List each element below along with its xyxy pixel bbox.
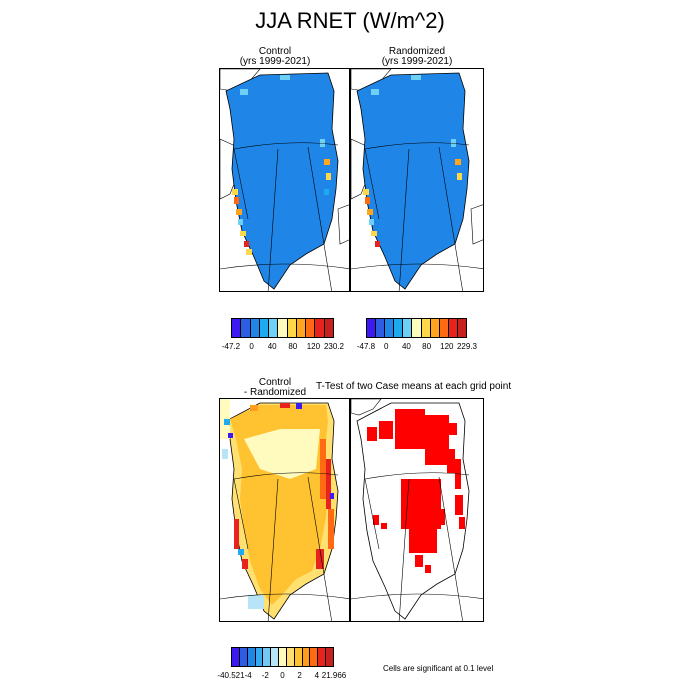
control-title-line2: (yrs 1999-2021) [239, 56, 311, 67]
significance-map [350, 398, 484, 622]
control-map [219, 68, 350, 292]
control-colorbar-swatch [296, 319, 307, 337]
diff-colorbar-swatch [279, 648, 287, 666]
diff-title-line1: Control [258, 377, 292, 388]
control-colorbar-swatch [315, 319, 325, 337]
randomized-title-line2: (yrs 1999-2021) [381, 56, 453, 67]
diff-coastal-cells [220, 399, 334, 609]
control-colorbar-swatch [232, 319, 242, 337]
diff-colorbar-swatch [310, 648, 319, 666]
control-colorbar-swatch [306, 319, 316, 337]
randomized-colorbar-swatch [394, 319, 404, 337]
diff-title-line2: - Randomized [243, 387, 307, 398]
randomized-colorbar-swatch [430, 319, 440, 337]
diff-colorbar-swatch [239, 648, 248, 666]
diff-colorbar-swatch [318, 648, 327, 666]
randomized-colorbar-tick: 40 [401, 342, 411, 351]
randomized-panel-title: Randomized (yrs 1999-2021) [350, 47, 484, 67]
significant-cells [367, 409, 465, 573]
control-colorbar-swatch [259, 319, 270, 337]
randomized-colorbar-tick: 120 [440, 342, 454, 351]
randomized-colorbar-tick: 229.3 [456, 342, 478, 351]
randomized-colorbar-tick: -47.8 [356, 342, 376, 351]
randomized-colorbar-swatch [457, 319, 467, 337]
control-colorbar-swatch [269, 319, 279, 337]
randomized-colorbar-swatch [439, 319, 449, 337]
graticule-lat-2 [220, 263, 349, 270]
diff-colorbar-swatch [247, 648, 256, 666]
diff-colorbar-swatch [255, 648, 264, 666]
control-colorbar-swatch [241, 319, 251, 337]
diff-colorbar-ticks: -40.521 -4 -2 0 2 4 21.966 [217, 671, 346, 683]
diff-colorbar-swatch [286, 648, 295, 666]
interior-pale [244, 429, 320, 479]
graticule-lat [233, 142, 339, 150]
control-title-line1: Control [258, 46, 292, 57]
control-colorbar-swatch [278, 319, 288, 337]
diff-colorbar-swatch [326, 648, 333, 666]
diff-colorbar-tick: 21.966 [321, 671, 347, 680]
control-colorbar-swatch [324, 319, 333, 337]
randomized-map [350, 68, 484, 292]
diff-colorbar-tick: -4 [244, 671, 252, 680]
randomized-title-line1: Randomized [388, 46, 446, 57]
diff-colorbar-swatch [294, 648, 303, 666]
iceland-land [337, 204, 349, 245]
control-colorbar-tick: 120 [306, 342, 321, 351]
randomized-colorbar [366, 318, 467, 338]
control-colorbar-tick: -47.2 [221, 342, 241, 351]
diff-colorbar-tick: 4 [314, 671, 320, 680]
greenland-fill [356, 72, 470, 290]
control-colorbar [231, 318, 334, 338]
randomized-colorbar-ticks: -47.8 0 40 80 120 229.3 [357, 342, 477, 354]
randomized-colorbar-tick: 80 [422, 342, 432, 351]
randomized-colorbar-swatch [367, 319, 377, 337]
control-coastal-cells [232, 75, 331, 255]
randomized-colorbar-swatch [403, 319, 413, 337]
diff-colorbar-tick: 0 [280, 671, 285, 680]
randomized-colorbar-swatch [448, 319, 458, 337]
control-colorbar-tick: 40 [267, 342, 277, 351]
randomized-map-svg [351, 69, 483, 291]
control-colorbar-ticks: -47.2 0 40 80 120 230.2 [222, 342, 344, 354]
control-panel-title: Control (yrs 1999-2021) [219, 47, 331, 67]
significance-note: Cells are significant at 0.1 level [383, 664, 494, 673]
diff-colorbar [231, 647, 334, 667]
randomized-colorbar-swatch [376, 319, 386, 337]
diff-colorbar-swatch [271, 648, 280, 666]
diff-colorbar-tick: -2 [261, 671, 269, 680]
greenland-fill [225, 72, 339, 290]
randomized-colorbar-swatch [385, 319, 395, 337]
diff-map-svg [220, 399, 349, 621]
diff-colorbar-tick: 2 [297, 671, 302, 680]
diff-colorbar-swatch [302, 648, 311, 666]
diff-map [219, 398, 350, 622]
diff-colorbar-tick: -40.521 [217, 671, 245, 680]
control-colorbar-swatch [287, 319, 297, 337]
control-colorbar-swatch [250, 319, 260, 337]
control-colorbar-tick: 80 [288, 342, 298, 351]
figure-title: JJA RNET (W/m^2) [255, 8, 445, 33]
randomized-colorbar-tick: 0 [383, 342, 389, 351]
control-colorbar-tick: 0 [249, 342, 254, 351]
control-map-svg [220, 69, 349, 291]
randomized-coastal-cells [363, 75, 462, 247]
significance-map-svg [351, 399, 483, 621]
control-colorbar-tick: 230.2 [323, 342, 345, 351]
diff-panel-title: Control - Randomized [219, 378, 331, 398]
randomized-colorbar-swatch [421, 319, 431, 337]
diff-colorbar-swatch [263, 648, 272, 666]
diff-colorbar-swatch [232, 648, 240, 666]
ttest-title: T-Test of two Case means at each grid po… [316, 381, 512, 392]
randomized-colorbar-swatch [412, 319, 422, 337]
